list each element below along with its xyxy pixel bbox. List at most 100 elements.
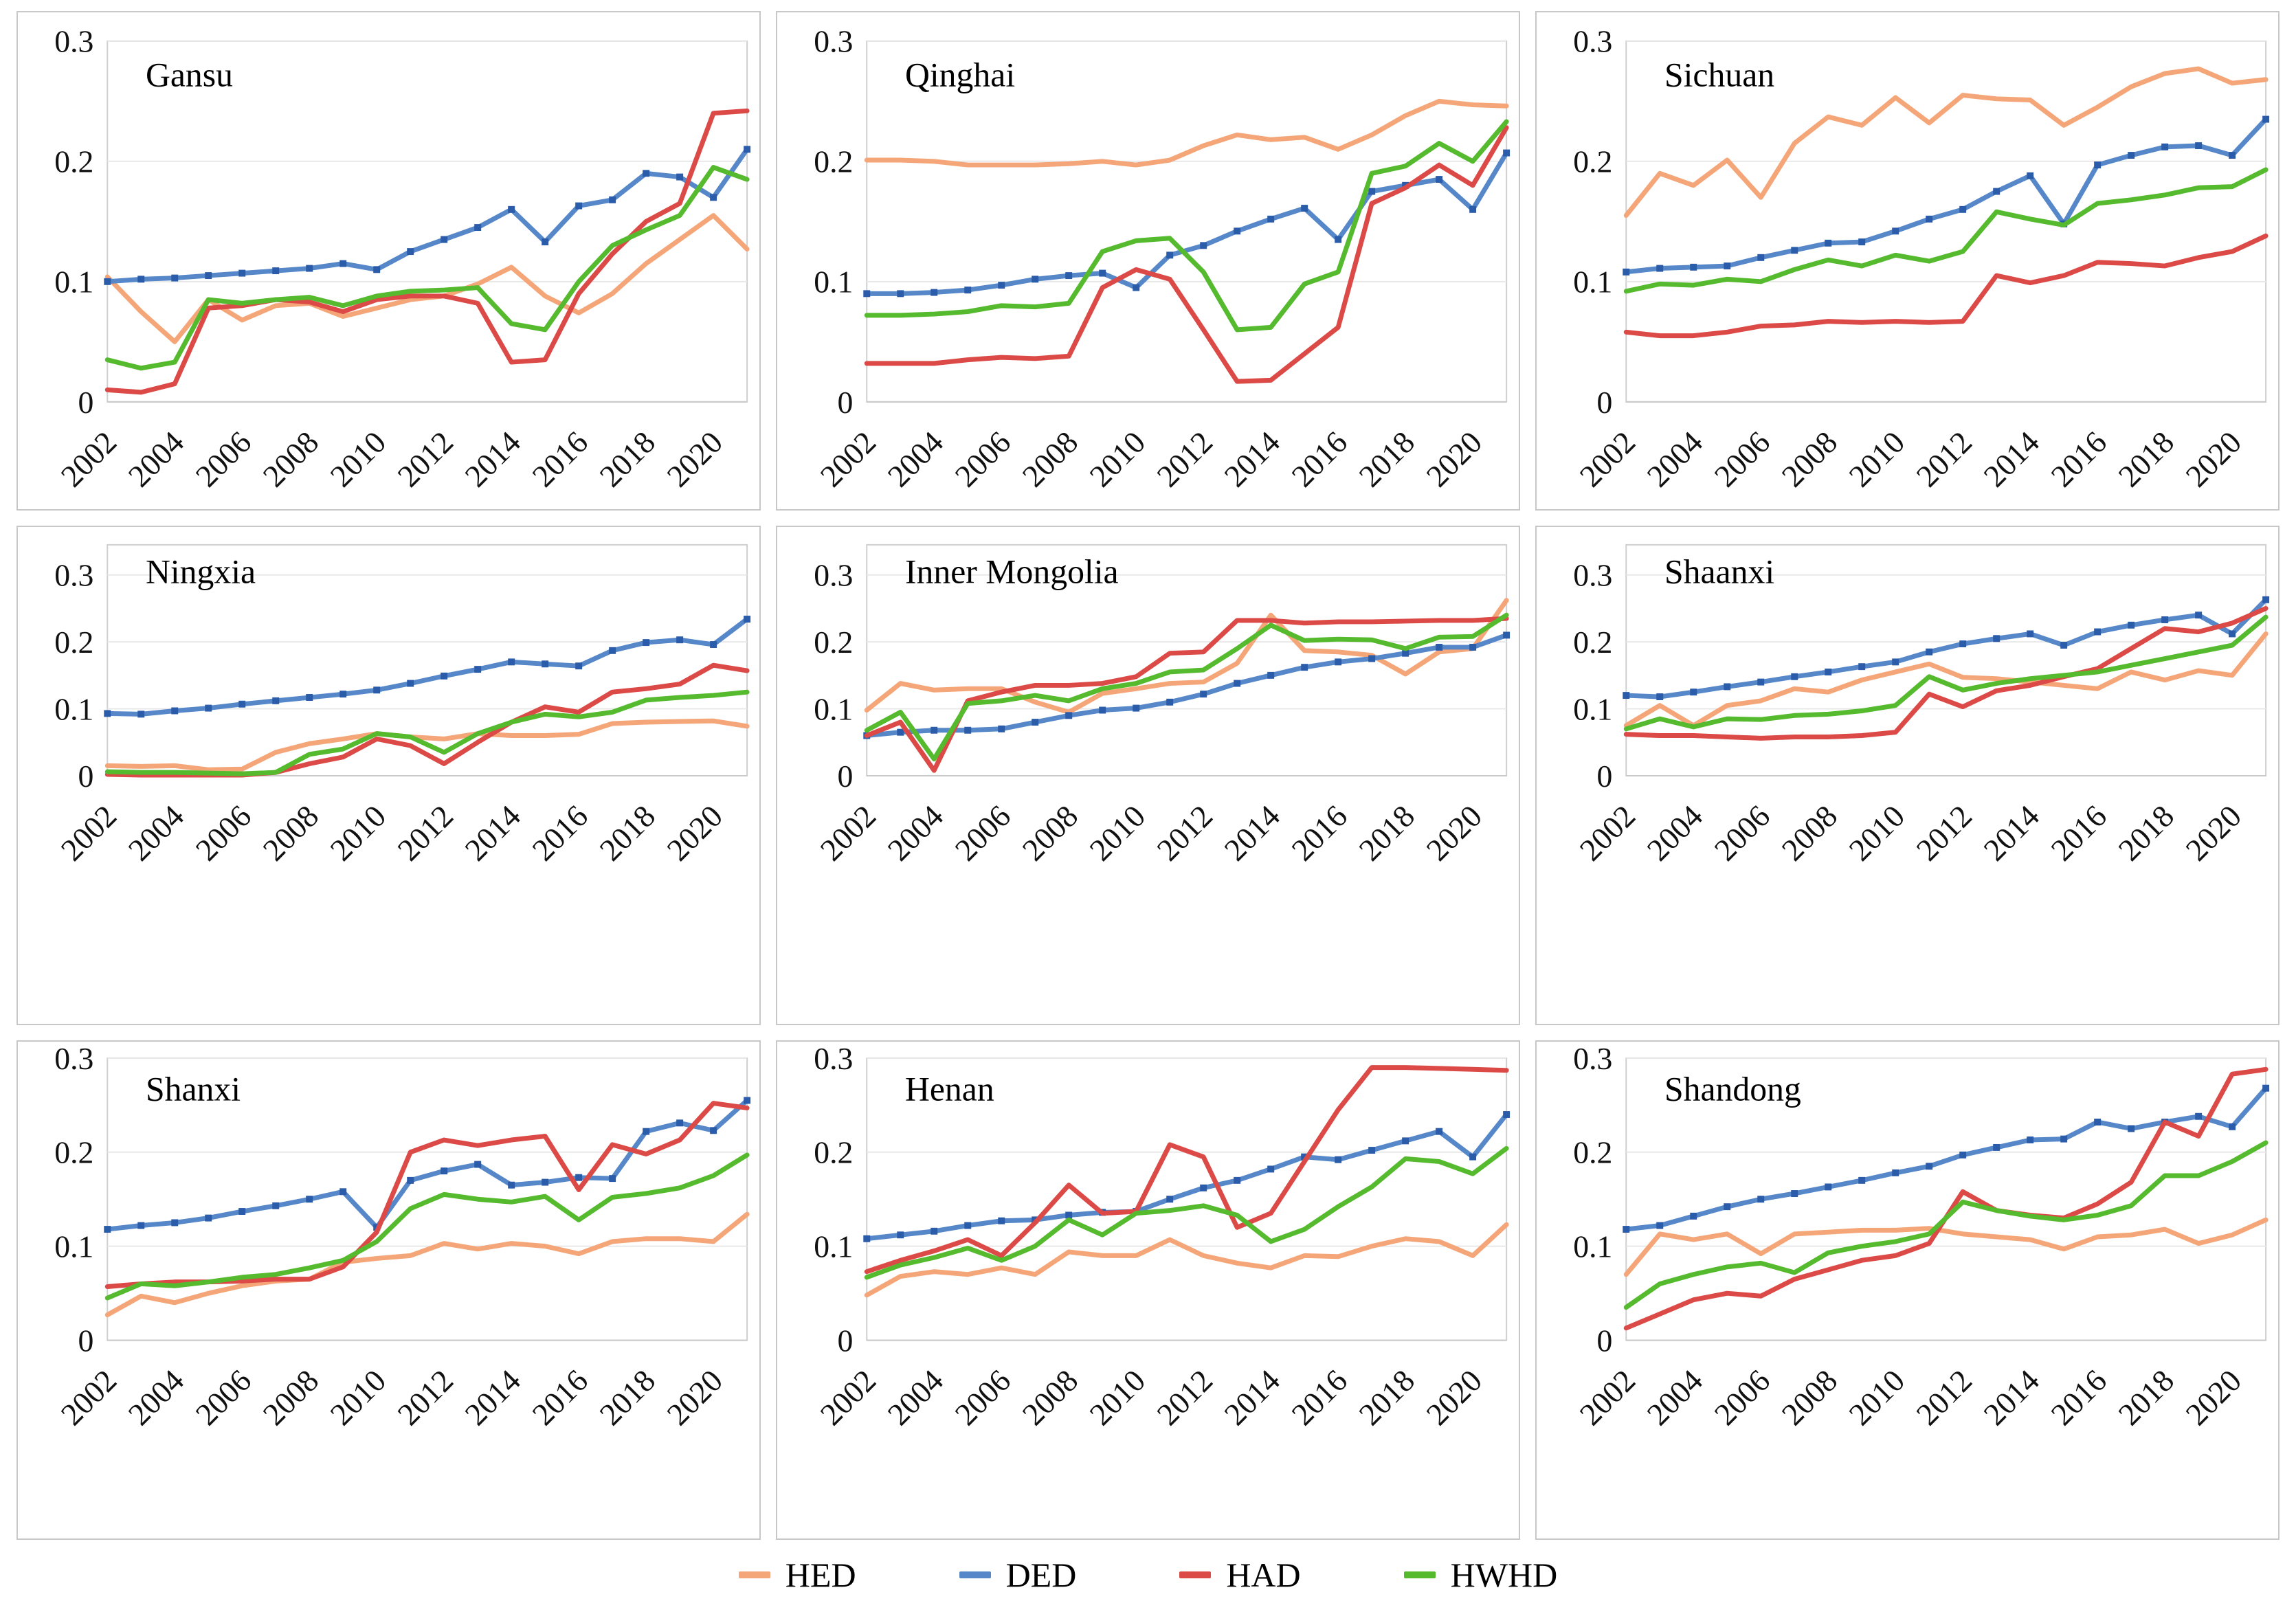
ded-point-marker (676, 1119, 684, 1127)
chart-panel-shandong: 0 0.1 0.2 0.3 2002 2004 2006 2008 2010 2012 2014 20… (1535, 1040, 2280, 1540)
ded-point-marker (205, 704, 212, 712)
ded-point-marker (508, 1181, 515, 1189)
x-tick-label: 2020 (2178, 425, 2248, 494)
series-line-ded (864, 150, 1509, 296)
legend-swatch-icon (738, 1571, 770, 1578)
series-line-hed (864, 1222, 1509, 1298)
y-tick-label: 0 (1596, 385, 1612, 420)
ded-point-marker (137, 1222, 145, 1229)
ded-point-marker (1993, 188, 2000, 195)
ded-point-marker (1032, 719, 1039, 726)
ded-point-marker (1166, 251, 1174, 259)
ded-point-marker (2128, 152, 2135, 159)
line-chart: 00.10.20.3200220042006200820102012201420… (814, 1042, 1511, 1432)
ded-point-marker (744, 616, 751, 623)
series-line-had (864, 125, 1509, 384)
ded-point-marker (1301, 1153, 1308, 1161)
x-tick-label: 2006 (188, 798, 258, 868)
x-tick-label: 2004 (121, 1363, 190, 1432)
ded-point-marker (1623, 1226, 1630, 1233)
series-line-ded (1623, 597, 2269, 699)
series-line-had (1623, 233, 2269, 339)
ded-point-marker (1301, 205, 1308, 212)
ded-point-marker (1724, 1203, 1731, 1211)
x-tick-label: 2016 (2044, 798, 2113, 868)
x-tick-label: 2020 (1419, 798, 1489, 868)
legend-label: HAD (1226, 1556, 1301, 1594)
ded-point-marker (1065, 272, 1073, 280)
chart-title: Shaanxi (1664, 553, 1774, 591)
ded-point-marker (575, 1174, 583, 1181)
ded-point-marker (1623, 692, 1630, 699)
ded-point-marker (1065, 1211, 1073, 1219)
ded-point-marker (1166, 1196, 1174, 1203)
x-tick-label: 2010 (1842, 425, 1911, 494)
ded-point-marker (104, 710, 111, 717)
x-tick-label: 2008 (256, 425, 325, 494)
ded-point-marker (643, 639, 650, 647)
x-tick-label: 2008 (1015, 798, 1084, 868)
ded-point-marker (441, 236, 448, 243)
line-chart: 00.10.20.3200220042006200820102012201420… (1573, 544, 2270, 868)
x-tick-label: 2018 (1352, 425, 1421, 494)
ded-point-marker (998, 282, 1005, 289)
legend-item-had: HAD (1179, 1556, 1301, 1594)
ded-point-marker (2262, 115, 2270, 123)
ded-point-marker (238, 700, 246, 708)
ded-point-marker (306, 265, 313, 272)
x-tick-label: 2004 (121, 424, 190, 493)
x-tick-label: 2014 (1976, 1363, 2046, 1432)
ded-point-marker (1335, 1156, 1342, 1163)
x-tick-label: 2018 (2111, 1363, 2181, 1432)
x-tick-label: 2018 (1352, 1363, 1421, 1432)
ded-point-marker (171, 1219, 179, 1227)
chart-panel-shaanxi: 0 0.1 0.2 0.3 2002 2004 2006 2008 2010 2012 2014 20… (1535, 526, 2280, 1025)
ded-point-marker (1301, 664, 1308, 671)
series-line-had (864, 616, 1509, 773)
x-tick-label: 2002 (814, 798, 883, 868)
ded-point-marker (1892, 227, 1899, 235)
ded-point-marker (306, 1196, 313, 1203)
ded-point-marker (2027, 172, 2034, 179)
x-tick-label: 2006 (1707, 798, 1776, 868)
ded-point-marker (339, 1188, 347, 1196)
series-line-hwhd (1623, 1140, 2269, 1310)
x-tick-label: 2018 (1352, 798, 1421, 868)
ded-point-marker (998, 725, 1005, 732)
ded-point-marker (407, 680, 414, 687)
legend-item-ded: DED (959, 1558, 1076, 1592)
ded-point-marker (1200, 1184, 1207, 1191)
ded-point-marker (1133, 704, 1140, 712)
x-tick-label: 2016 (1284, 425, 1354, 494)
ded-point-marker (1099, 706, 1106, 714)
ded-point-marker (930, 289, 938, 296)
ded-point-marker (272, 267, 280, 275)
chart-title: Henan (905, 1071, 994, 1108)
ded-point-marker (1858, 238, 1866, 246)
ded-point-marker (171, 274, 179, 282)
x-tick-label: 2004 (880, 1363, 950, 1432)
ded-point-marker (1436, 1128, 1443, 1135)
x-tick-label: 2020 (2178, 798, 2248, 868)
ded-point-marker (710, 641, 717, 649)
y-tick-label: 0.1 (1573, 691, 1612, 726)
ded-point-marker (1892, 1169, 1899, 1176)
ded-point-marker (1825, 669, 1832, 675)
ded-point-marker (2027, 1137, 2034, 1143)
ded-point-marker (676, 636, 684, 644)
legend-swatch-icon (959, 1571, 991, 1578)
ded-point-marker (710, 1127, 717, 1134)
series-line-hwhd (1623, 614, 2269, 732)
ded-point-marker (1032, 276, 1039, 283)
ded-point-marker (1825, 239, 1832, 247)
chart-panel-inner-mongolia: 0 0.1 0.2 0.3 2002 2004 2006 2008 2010 2012 2014 20… (776, 526, 1520, 1025)
x-tick-label: 2012 (1909, 425, 1979, 494)
y-tick-label: 0 (78, 385, 93, 420)
ded-point-marker (930, 726, 938, 734)
ded-point-marker (2128, 621, 2135, 629)
ded-point-marker (964, 287, 972, 294)
chart-panel-qinghai: 0 0.1 0.2 0.3 2002 2004 2006 2008 2010 2012 2014 20… (776, 11, 1520, 511)
y-tick-label: 0.2 (54, 625, 93, 660)
x-tick-label: 2008 (1774, 425, 1844, 494)
y-tick-label: 0 (1596, 1323, 1612, 1358)
